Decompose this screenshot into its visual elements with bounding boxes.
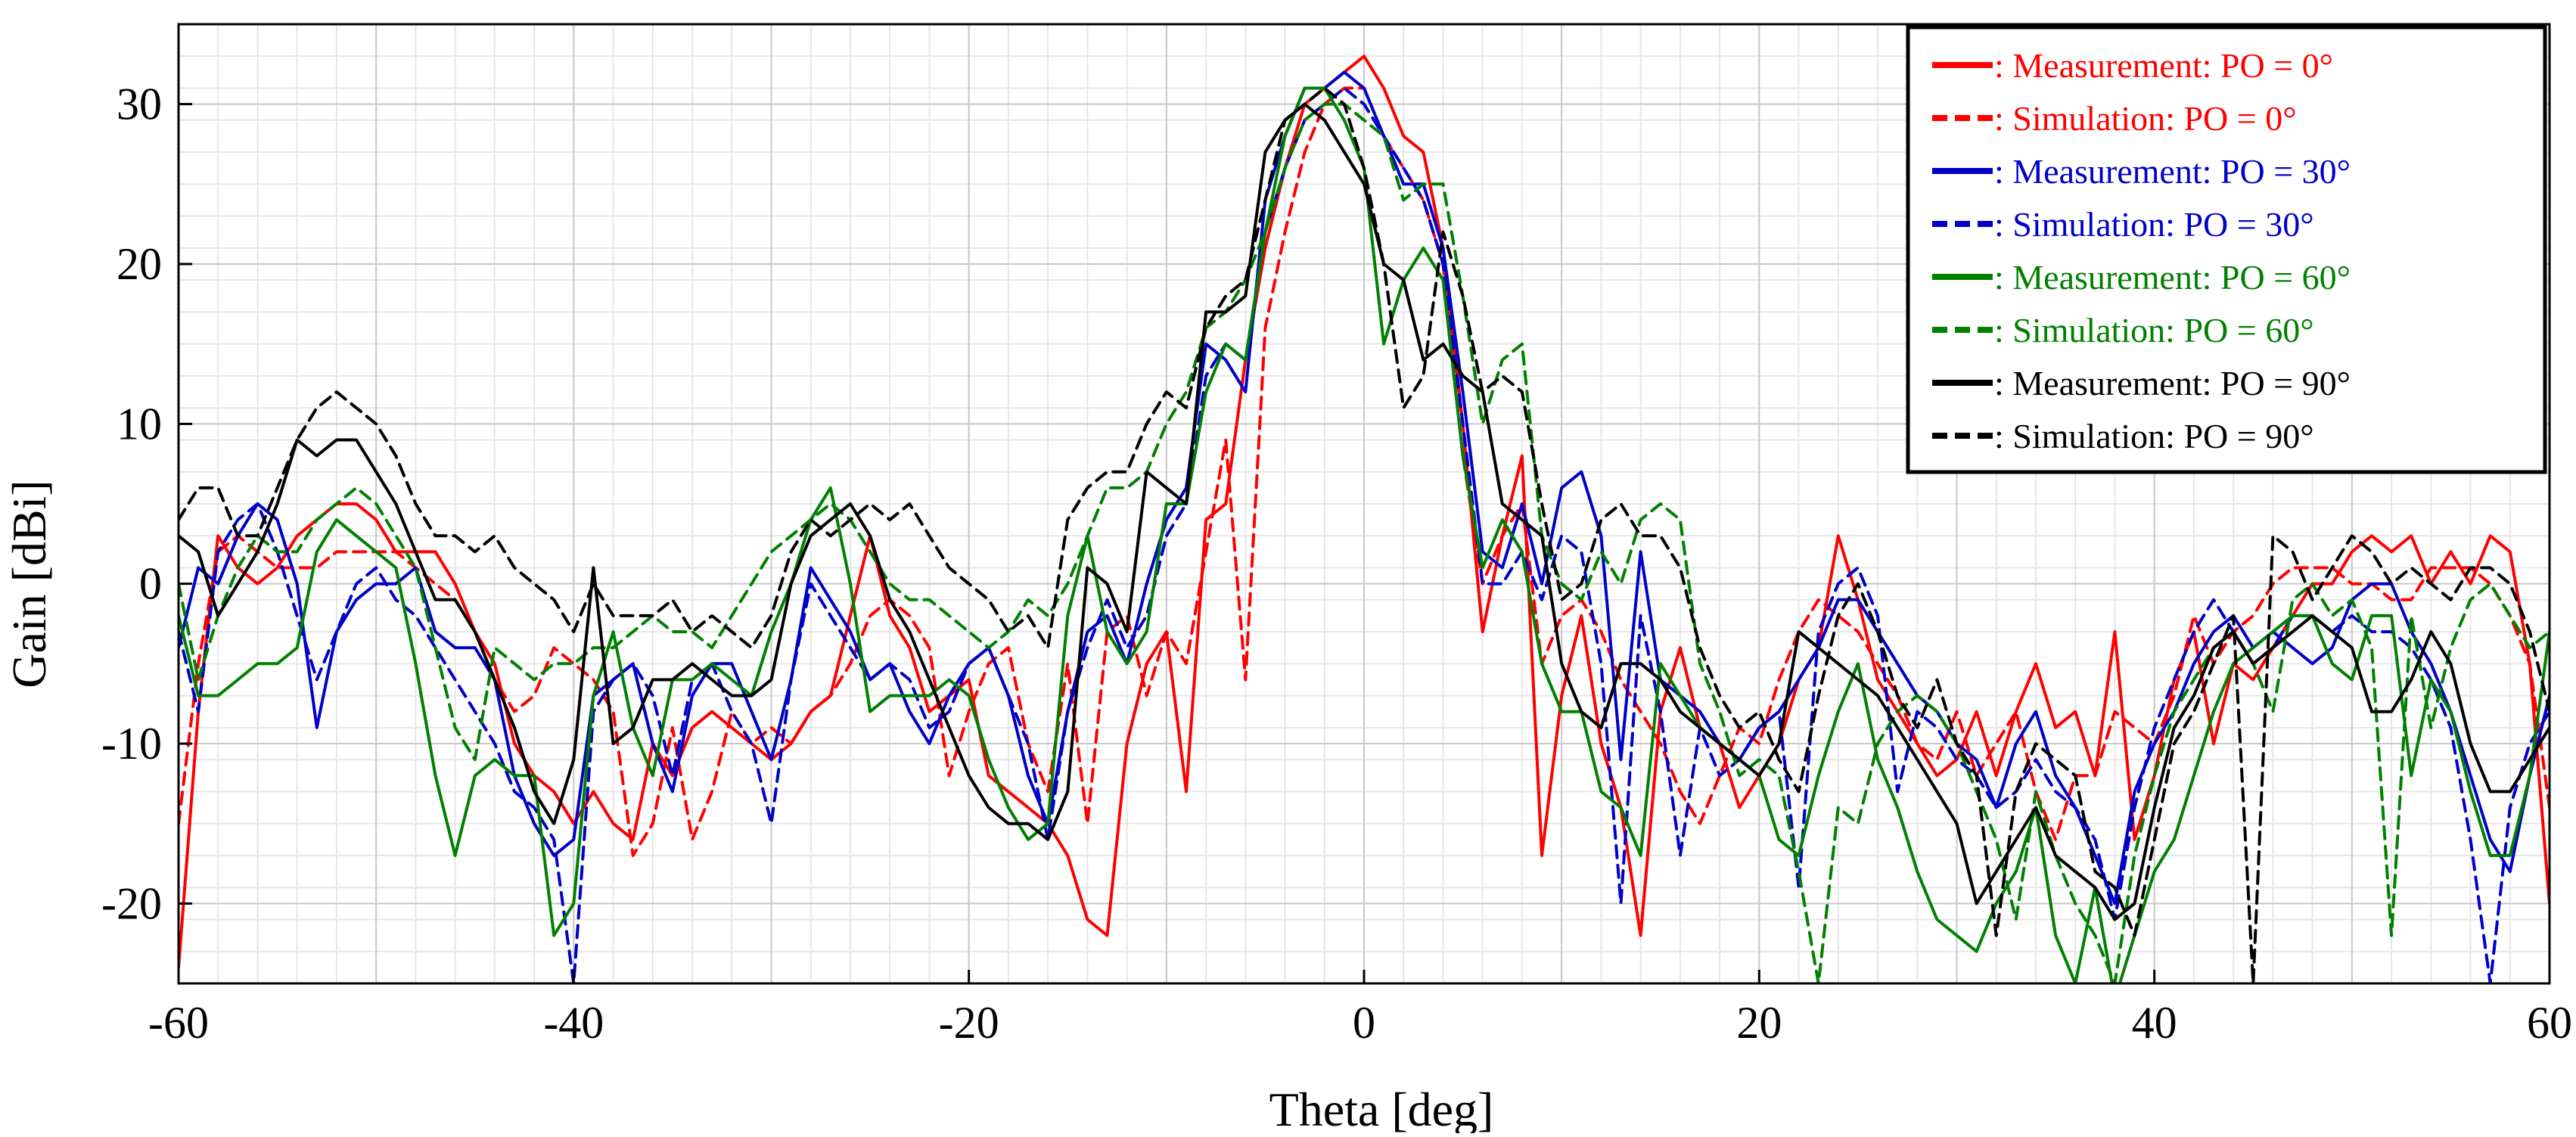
- legend-box: [1906, 25, 2547, 474]
- series-layer: [179, 54, 2550, 983]
- x-tick-label: 20: [1736, 998, 1782, 1048]
- x-tick-label: -40: [543, 998, 604, 1048]
- series-line-1: [179, 54, 2550, 969]
- x-axis-label: Theta [deg]: [1269, 1083, 1494, 1133]
- x-tick-label: 0: [1353, 998, 1375, 1048]
- y-tick-label: 0: [139, 559, 162, 609]
- legend: : Measurement: PO = 0° : Simulation: PO =…: [1906, 25, 2547, 474]
- series-line-8: [179, 86, 2550, 983]
- x-tick-label: 40: [2132, 998, 2177, 1048]
- series-line-3: [179, 70, 2550, 906]
- legend-entry-label: : Measurement: PO = 0°: [1994, 46, 2333, 85]
- legend-entry-label: : Measurement: PO = 60°: [1994, 258, 2351, 297]
- legend-entry-label: : Simulation: PO = 30°: [1994, 205, 2314, 244]
- x-tick-label: -20: [939, 998, 999, 1048]
- y-tick-label: 30: [117, 79, 162, 129]
- series-line-4: [179, 86, 2550, 983]
- y-tick-label: -20: [101, 878, 162, 928]
- y-axis-ticks: -20 -10 0 10 20 30: [101, 79, 192, 928]
- y-tick-label: 20: [117, 239, 162, 289]
- series-line-7: [179, 102, 2550, 921]
- y-tick-label: -10: [101, 719, 162, 769]
- x-tick-label: 60: [2527, 998, 2572, 1048]
- x-tick-label: -60: [148, 998, 209, 1048]
- legend-entry-label: : Simulation: PO = 60°: [1994, 311, 2314, 349]
- y-tick-label: 10: [117, 399, 162, 449]
- legend-entry-label: : Measurement: PO = 90°: [1994, 364, 2351, 402]
- y-axis-label: Gain [dBi]: [2, 480, 56, 688]
- legend-entry-label: : Simulation: PO = 0°: [1994, 99, 2297, 138]
- legend-entry-label: : Measurement: PO = 30°: [1994, 152, 2351, 191]
- legend-entry-label: : Simulation: PO = 90°: [1994, 417, 2314, 455]
- x-axis-ticks: -60 -40 -20 0 20 40 60: [148, 970, 2572, 1048]
- series-line-6: [179, 102, 2550, 983]
